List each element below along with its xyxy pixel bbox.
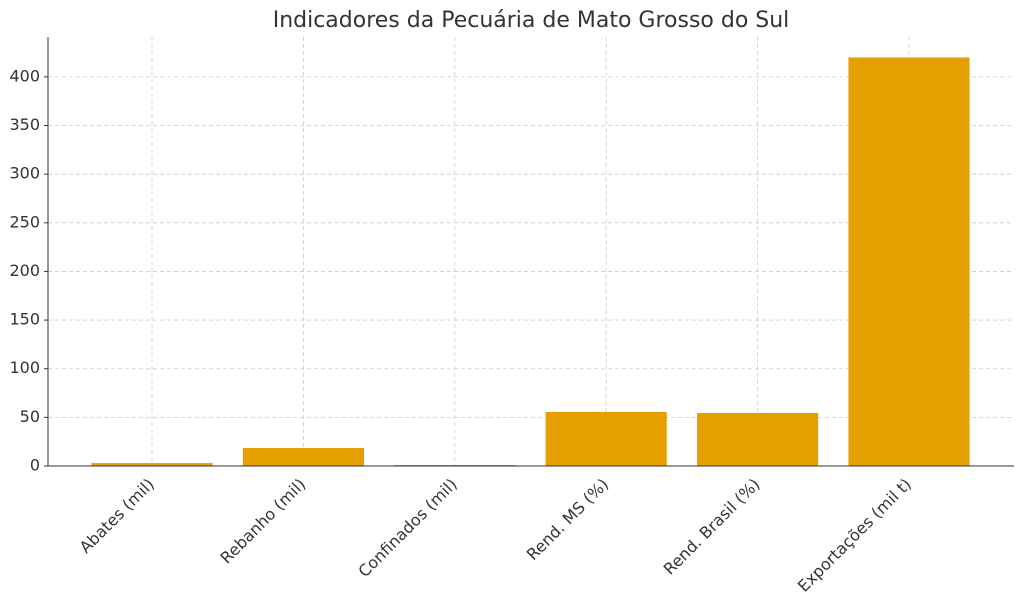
bar [697,412,819,466]
x-tick-label: Rebanho (mil) [217,475,310,568]
bar [91,463,213,466]
y-tick-label: 100 [9,358,40,377]
bar [242,448,364,466]
y-tick-label: 50 [20,407,40,426]
x-tick-label: Rend. MS (%) [523,475,612,564]
y-tick-label: 200 [9,261,40,280]
x-tick-label: Rend. Brasil (%) [660,475,764,579]
x-tick-label: Exportações (mil t) [794,475,915,596]
bar [545,412,667,466]
y-tick-label: 300 [9,164,40,183]
y-tick-label: 150 [9,310,40,329]
x-tick-label: Confinados (mil) [354,475,460,581]
bar [848,57,970,467]
y-tick-label: 400 [9,66,40,85]
y-tick-label: 350 [9,115,40,134]
y-tick-label: 0 [30,456,40,475]
chart-title: Indicadores da Pecuária de Mato Grosso d… [273,8,790,33]
x-tick-label: Abates (mil) [76,475,158,557]
y-tick-label: 250 [9,212,40,231]
